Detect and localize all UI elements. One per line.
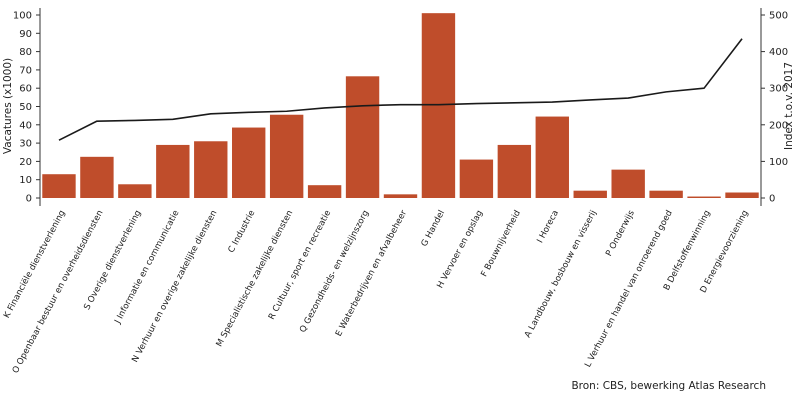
bar [156, 144, 190, 198]
bar [649, 190, 683, 198]
bar [535, 116, 569, 198]
y-tick-left-label: 30 [19, 139, 32, 150]
y-tick-left-label: 90 [19, 29, 32, 40]
bar [80, 156, 114, 198]
y-tick-left-label: 70 [19, 65, 32, 76]
x-category-label: N Verhuur en overige zakelijke diensten [130, 209, 219, 365]
bar [421, 13, 456, 199]
bar [194, 141, 228, 198]
x-category-label: E Waterbedrijven en afvalbeheer [334, 208, 409, 338]
y-tick-right-label: 400 [769, 47, 788, 58]
x-category-label: M Specialistische zakelijke diensten [215, 209, 296, 349]
bar [307, 185, 342, 198]
y-tick-right-label: 100 [769, 157, 788, 168]
y-tick-left-label: 10 [19, 175, 32, 186]
bar [42, 174, 76, 198]
index-line [58, 38, 743, 141]
y-tick-left-label: 100 [13, 11, 32, 22]
bar [269, 114, 304, 198]
x-category-label: I Horeca [535, 209, 561, 245]
x-category-label: Q Gezondheids- en welzijnszorg [298, 209, 371, 335]
y-axis-left-title: Vacatures (x1000) [2, 58, 14, 154]
bar [118, 184, 152, 198]
y-tick-right-label: 500 [769, 11, 788, 22]
bar [573, 190, 607, 198]
x-category-label: J Informatie en communicatie [113, 209, 182, 327]
y-tick-left-label: 50 [19, 102, 32, 113]
y-tick-left-label: 80 [19, 47, 32, 58]
bar [611, 169, 645, 198]
x-category-label: C Industrie [227, 209, 258, 255]
y-axis-right-title: Index t.o.v. 2017 [783, 62, 795, 150]
y-tick-right-label: 300 [769, 84, 788, 95]
x-category-label: G Handel [420, 209, 447, 249]
y-tick-right-label: 0 [769, 194, 775, 205]
y-tick-left-label: 40 [19, 120, 32, 131]
bar [232, 127, 266, 198]
bar [459, 159, 494, 198]
y-tick-left-label: 0 [26, 194, 32, 205]
y-tick-left-label: 60 [19, 84, 32, 95]
source-note: Bron: CBS, bewerking Atlas Research [571, 380, 766, 392]
bar [725, 192, 759, 198]
bar [497, 144, 532, 198]
bar [687, 196, 721, 198]
bar [345, 76, 380, 198]
x-category-label: F Bouwnijverheid [479, 209, 523, 279]
x-category-label: P Onderwijs [604, 208, 637, 258]
x-category-label: A Landbouw, bosbouw en visserij [523, 209, 599, 340]
y-tick-right-label: 200 [769, 120, 788, 131]
x-category-label: K Financiële dienstverlening [2, 209, 68, 320]
bar [383, 194, 418, 198]
y-tick-left-label: 20 [19, 157, 32, 168]
x-category-label: L Verhuur en handel van onroerend goed [583, 209, 675, 369]
